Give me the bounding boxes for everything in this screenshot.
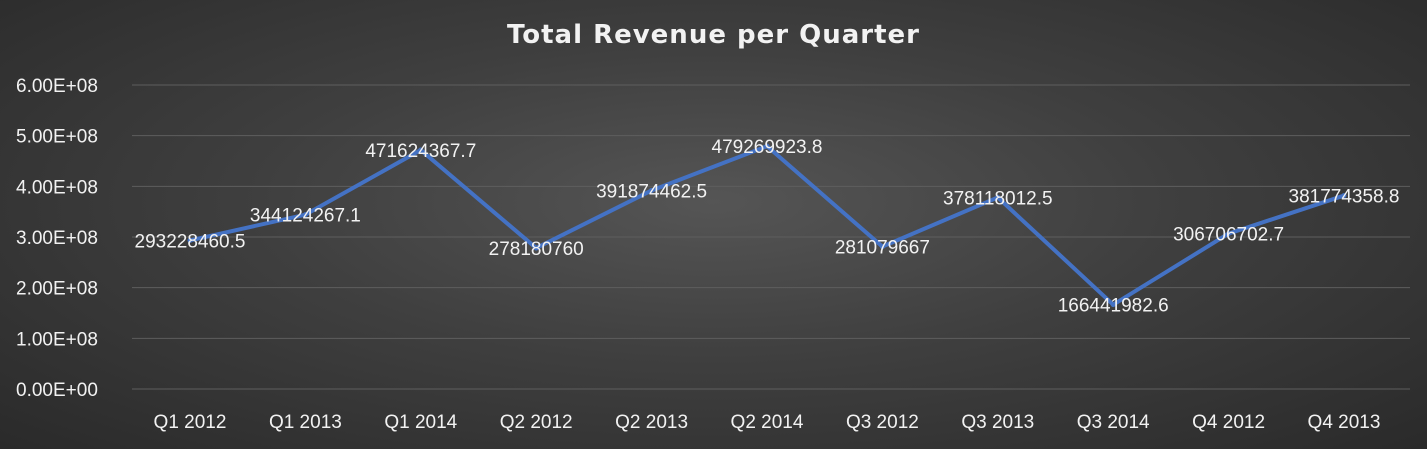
y-tick-label: 5.00E+08 (16, 127, 98, 148)
x-tick-label: Q3 2014 (1077, 412, 1150, 433)
data-label: 278180760 (489, 239, 584, 260)
data-label: 471624367.7 (365, 141, 476, 162)
y-tick-label: 6.00E+08 (16, 76, 98, 97)
x-tick-label: Q2 2013 (615, 412, 688, 433)
x-tick-label: Q1 2014 (384, 412, 457, 433)
data-label: 306706702.7 (1173, 225, 1284, 246)
data-point (1110, 302, 1116, 308)
y-tick-label: 1.00E+08 (16, 329, 98, 350)
data-point (764, 143, 770, 149)
y-tick-label: 3.00E+08 (16, 228, 98, 249)
x-tick-label: Q3 2012 (846, 412, 919, 433)
data-label: 344124267.1 (250, 206, 361, 227)
data-point (879, 244, 885, 250)
data-point (302, 212, 308, 218)
data-label: 281079667 (835, 238, 930, 259)
data-point (187, 237, 193, 243)
data-label: 479269923.8 (712, 137, 823, 158)
x-tick-label: Q3 2013 (961, 412, 1034, 433)
data-point (995, 194, 1001, 200)
data-point (1341, 193, 1347, 199)
chart-title: Total Revenue per Quarter (506, 20, 920, 50)
x-tick-label: Q2 2014 (731, 412, 804, 433)
x-tick-label: Q4 2013 (1308, 412, 1381, 433)
y-tick-label: 0.00E+00 (16, 380, 98, 401)
x-tick-label: Q4 2012 (1192, 412, 1265, 433)
data-label: 381774358.8 (1289, 187, 1400, 208)
y-tick-label: 2.00E+08 (16, 279, 98, 300)
x-tick-label: Q1 2013 (269, 412, 342, 433)
data-label: 391874462.5 (596, 181, 707, 202)
x-tick-label: Q1 2012 (154, 412, 227, 433)
data-label: 378118012.5 (943, 188, 1053, 209)
series-line (188, 144, 1346, 307)
data-point (418, 147, 424, 153)
y-tick-label: 4.00E+08 (16, 177, 98, 198)
data-point (1226, 231, 1232, 237)
data-point (649, 187, 655, 193)
data-point (533, 245, 539, 251)
data-label: 166441982.6 (1058, 296, 1169, 317)
data-label: 293228460.5 (135, 231, 246, 252)
x-tick-label: Q2 2012 (500, 412, 573, 433)
